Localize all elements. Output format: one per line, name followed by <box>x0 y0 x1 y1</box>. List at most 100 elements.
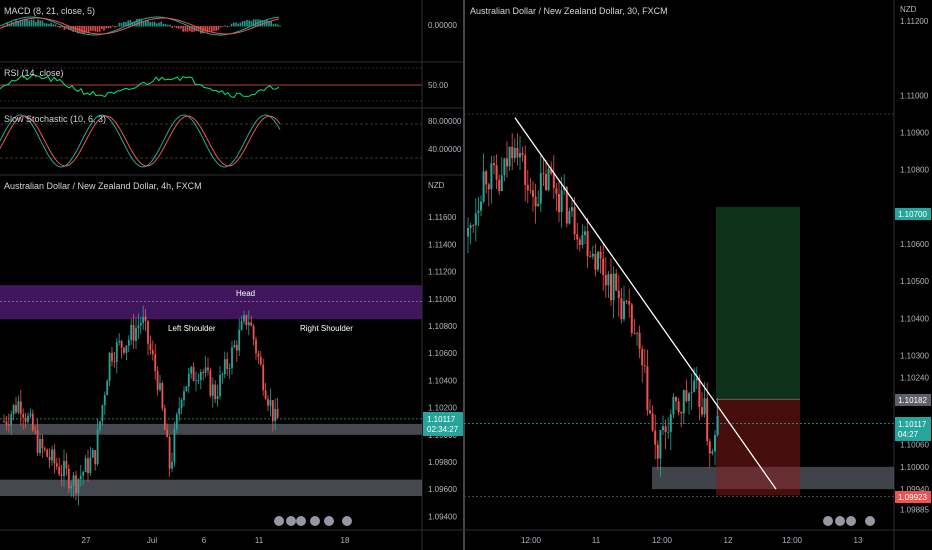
macd-histogram-bar <box>195 26 198 32</box>
candle <box>636 332 638 334</box>
macd-histogram-bar <box>142 21 145 27</box>
right-last-price-tag <box>895 417 931 441</box>
candle <box>555 188 558 194</box>
macd-histogram-bar <box>145 20 147 27</box>
left-y-tick-label: 1.11000 <box>428 295 457 304</box>
candle <box>565 186 568 224</box>
candle <box>508 146 511 167</box>
economic-event-icon[interactable] <box>310 516 320 526</box>
macd-histogram-bar <box>37 19 39 27</box>
macd-histogram-bar <box>17 21 19 27</box>
macd-histogram-bar <box>268 21 270 27</box>
economic-event-icon[interactable] <box>342 516 352 526</box>
candle <box>168 436 171 469</box>
candle <box>584 231 586 236</box>
macd-histogram-bar <box>226 26 228 28</box>
candle <box>84 458 87 473</box>
macd-histogram-bar <box>277 24 279 27</box>
candle <box>139 323 142 326</box>
candle <box>578 239 581 245</box>
candle <box>34 430 37 431</box>
candle <box>264 390 267 399</box>
candle <box>682 390 685 414</box>
macd-histogram-bar <box>224 25 226 27</box>
candle <box>111 352 113 362</box>
candle <box>552 173 555 189</box>
candle <box>625 300 628 302</box>
candle <box>166 429 169 437</box>
stoch-tick-label: 40.00000 <box>428 145 462 154</box>
macd-histogram-bar <box>103 26 105 31</box>
target-price-label: 1.10700 <box>898 210 927 219</box>
macd-histogram-bar <box>169 24 171 27</box>
macd-histogram-bar <box>15 20 17 27</box>
economic-event-icon[interactable] <box>823 516 833 526</box>
macd-histogram-bar <box>248 20 250 27</box>
candle <box>48 456 51 461</box>
macd-histogram-bar <box>239 22 242 27</box>
economic-event-icon[interactable] <box>835 516 845 526</box>
economic-event-icon[interactable] <box>296 516 306 526</box>
left-y-tick-label: 1.10600 <box>428 349 457 358</box>
candle <box>620 298 623 320</box>
macd-histogram-bar <box>19 21 22 27</box>
macd-histogram-bar <box>39 20 41 27</box>
candle <box>204 367 207 373</box>
candle <box>698 378 701 408</box>
macd-histogram-bar <box>204 26 206 32</box>
macd-histogram-bar <box>178 26 180 29</box>
macd-histogram-bar <box>54 24 57 27</box>
macd-histogram-bar <box>35 21 37 27</box>
candle <box>125 345 128 353</box>
candle <box>144 316 147 321</box>
candle <box>247 322 250 326</box>
candle <box>667 431 670 433</box>
right-y-tick-label: 1.10800 <box>900 166 929 175</box>
candle <box>223 359 226 375</box>
candle <box>163 408 166 430</box>
candle <box>519 153 521 158</box>
event-icons-right[interactable] <box>823 516 875 526</box>
candle <box>271 400 274 422</box>
event-icons-left[interactable] <box>274 516 352 526</box>
macd-histogram-bar <box>79 26 81 33</box>
macd-histogram-bar <box>151 21 154 27</box>
economic-event-icon[interactable] <box>846 516 856 526</box>
macd-histogram-bar <box>98 26 101 32</box>
loss-zone <box>716 399 800 496</box>
left-y-tick-label: 1.11600 <box>428 213 457 222</box>
macd-histogram-bar <box>252 19 255 27</box>
candle <box>161 383 164 409</box>
candle <box>568 211 571 224</box>
economic-event-icon[interactable] <box>324 516 334 526</box>
candle <box>207 367 209 371</box>
candle <box>94 450 97 465</box>
candle <box>612 273 615 301</box>
candle <box>108 352 111 382</box>
macd-histogram-bar <box>2 25 4 27</box>
candle <box>221 374 224 375</box>
candle <box>703 398 706 415</box>
candle <box>75 475 77 494</box>
candle <box>238 329 241 351</box>
candle <box>589 256 592 258</box>
economic-event-icon[interactable] <box>286 516 296 526</box>
macd-histogram-bar <box>112 25 114 27</box>
candle <box>240 321 243 330</box>
macd-histogram-bar <box>189 26 191 32</box>
right-y-tick-label: 1.10060 <box>900 441 929 450</box>
macd-histogram-bar <box>134 21 136 27</box>
candle <box>209 370 212 396</box>
candle <box>101 405 104 422</box>
rsi-line <box>0 73 280 98</box>
economic-event-icon[interactable] <box>274 516 284 526</box>
candle <box>490 163 493 190</box>
candle <box>474 213 477 226</box>
macd-histogram-bar <box>156 23 158 27</box>
economic-event-icon[interactable] <box>865 516 875 526</box>
annotation-head: Head <box>236 289 255 298</box>
macd-histogram-bar <box>206 26 209 33</box>
candle <box>591 253 594 257</box>
macd-histogram-bar <box>279 25 281 27</box>
candle <box>641 348 644 366</box>
